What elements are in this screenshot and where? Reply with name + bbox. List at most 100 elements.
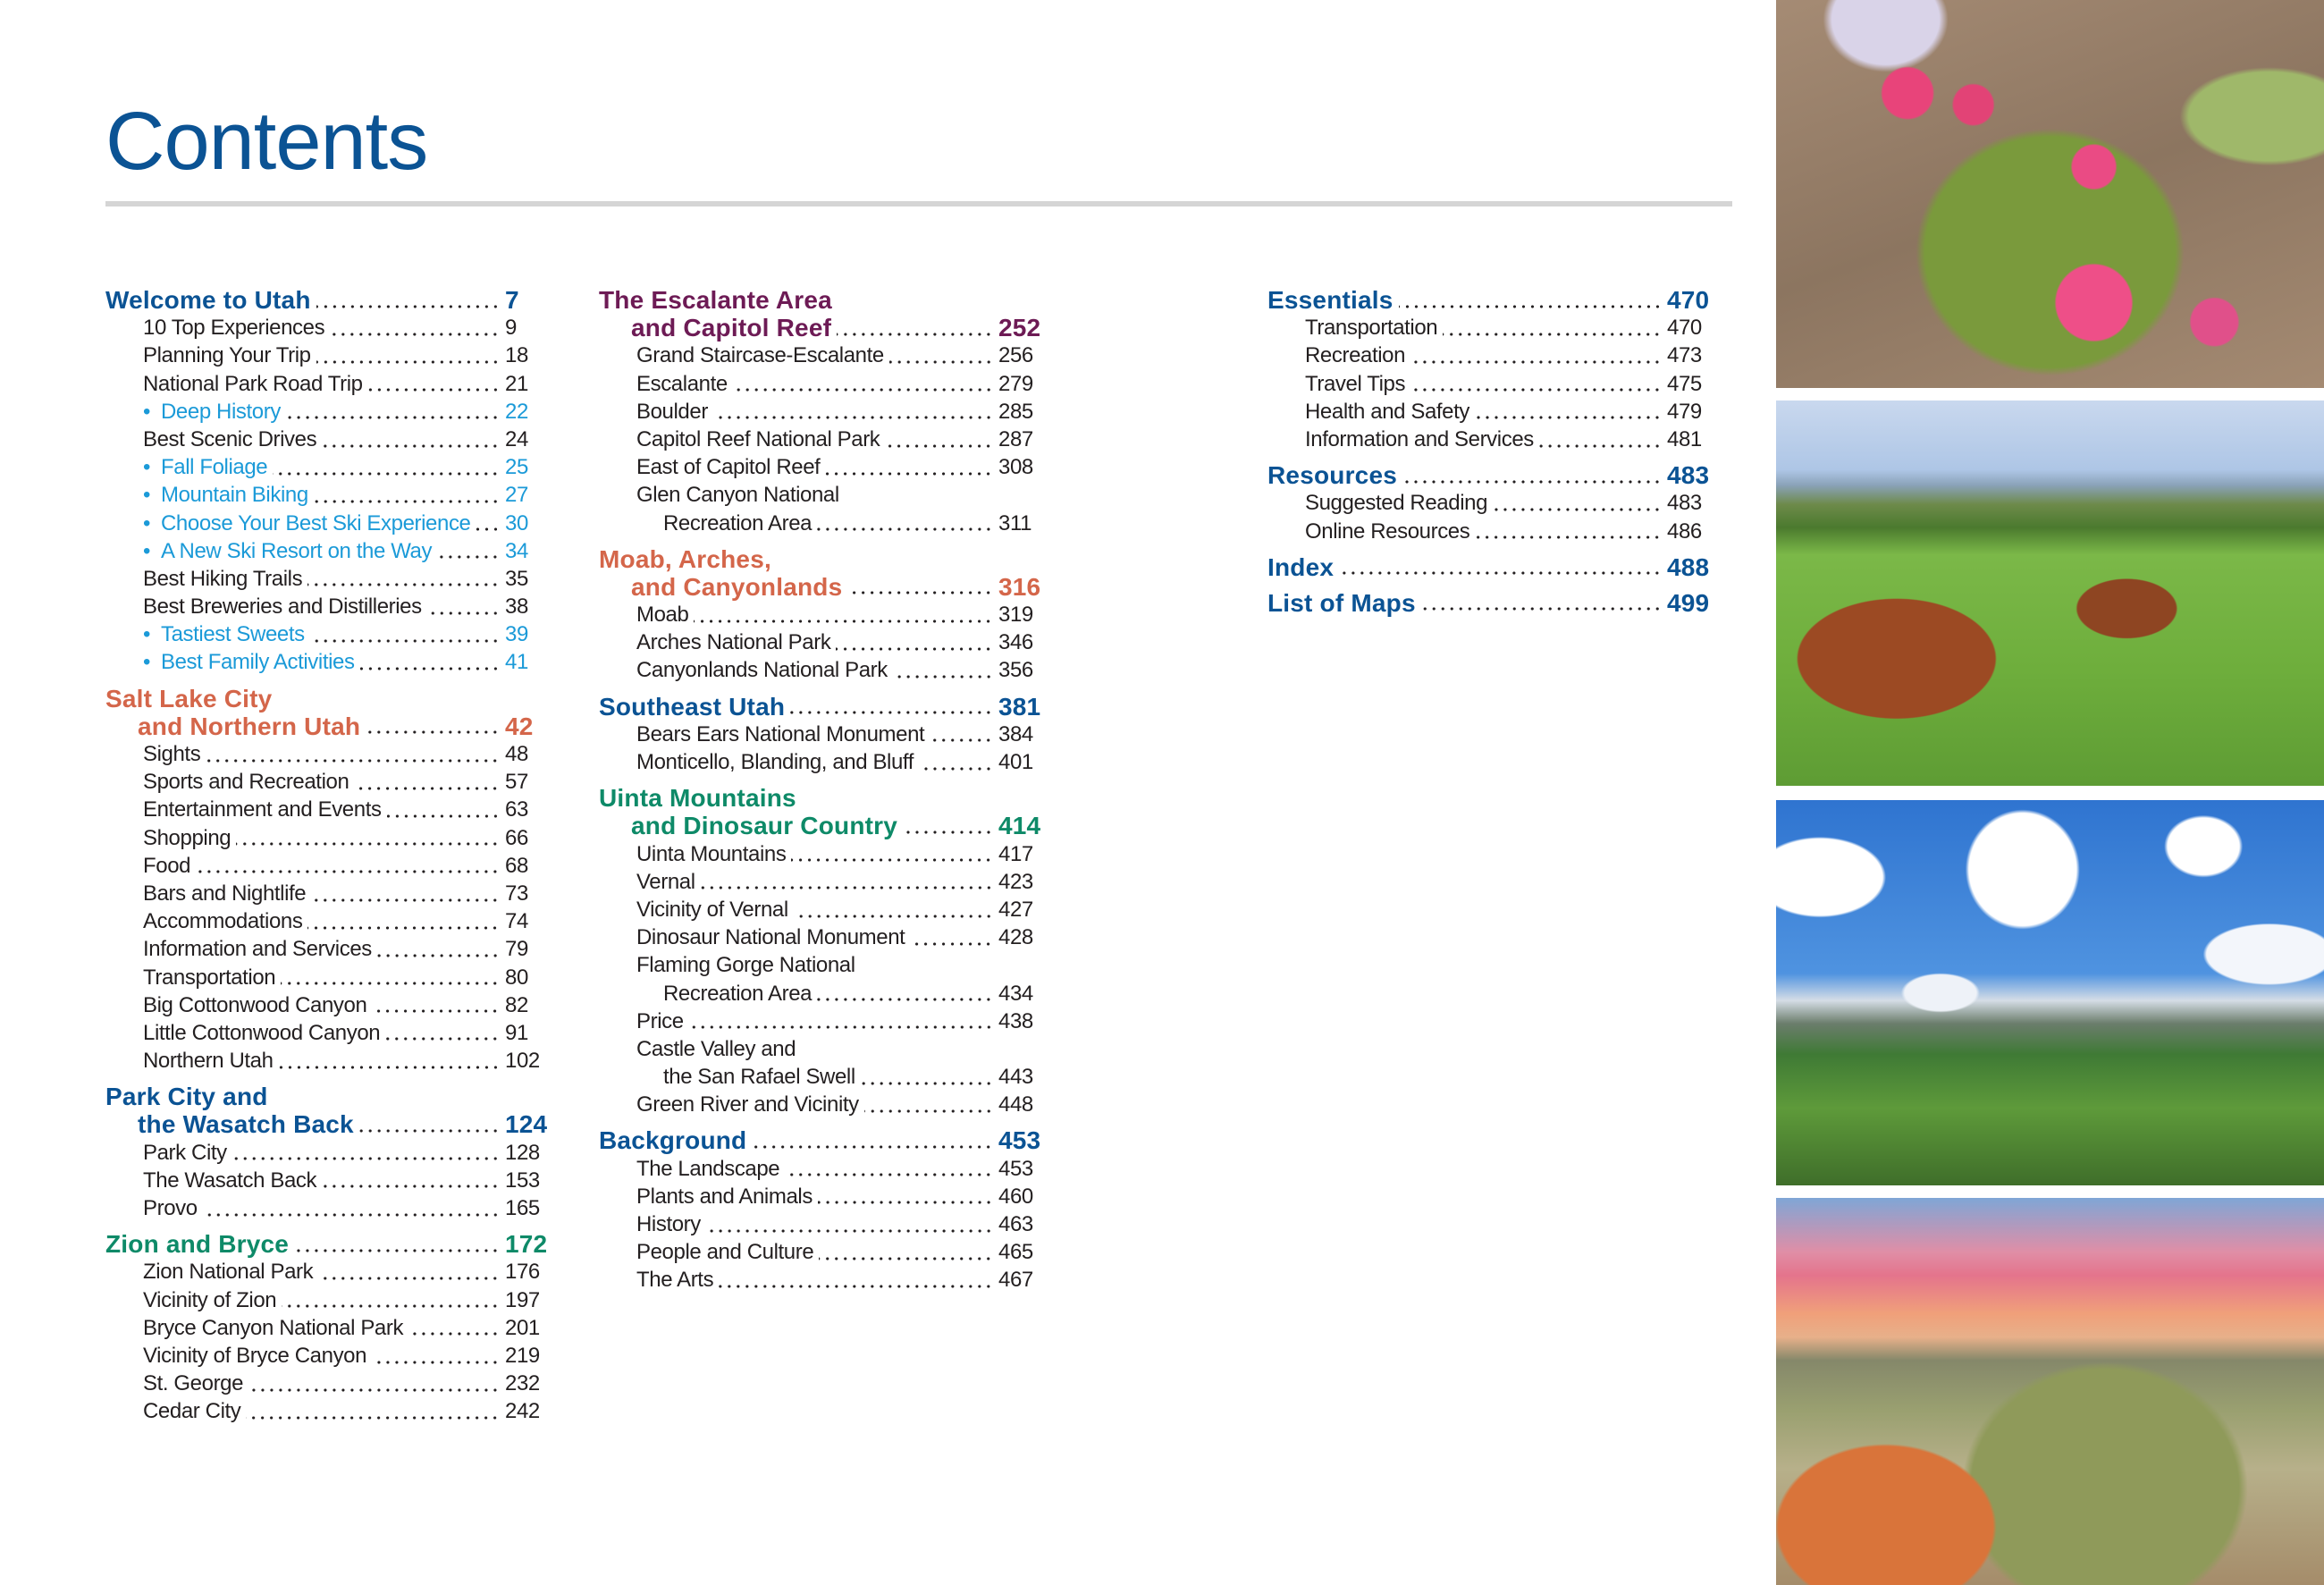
section-heading[interactable]: the Wasatch Back 124 — [105, 1110, 559, 1138]
toc-entry[interactable]: East of Capitol Reef 308 — [599, 453, 1052, 481]
toc-entry[interactable]: The Arts 467 — [599, 1266, 1052, 1294]
toc-entry-continuation[interactable]: Recreation Area 434 — [599, 980, 1052, 1007]
toc-entry[interactable]: Castle Valley and — [599, 1035, 1052, 1063]
toc-entry[interactable]: Grand Staircase-Escalante 256 — [599, 341, 1052, 369]
toc-entry[interactable]: Vicinity of Bryce Canyon 219 — [105, 1342, 559, 1370]
toc-entry[interactable]: National Park Road Trip 21 — [105, 370, 559, 398]
section-heading[interactable]: Southeast Utah 381 — [599, 693, 1052, 721]
page-number: 128 — [505, 1140, 540, 1165]
toc-entry[interactable]: • Best Family Activities 41 — [105, 648, 559, 676]
toc-entry[interactable]: People and Culture 465 — [599, 1238, 1052, 1266]
toc-entry[interactable]: Vicinity of Vernal 427 — [599, 896, 1052, 923]
section-heading[interactable]: Background 453 — [599, 1126, 1052, 1154]
toc-entry[interactable]: History 463 — [599, 1210, 1052, 1238]
toc-entry[interactable]: Plants and Animals 460 — [599, 1183, 1052, 1210]
toc-entry[interactable]: Shopping 66 — [105, 824, 559, 852]
section-heading[interactable]: Essentials 470 — [1267, 286, 1721, 314]
toc-entry-continuation[interactable]: Recreation Area 311 — [599, 510, 1052, 537]
toc-entry[interactable]: Northern Utah 102 — [105, 1047, 559, 1075]
section-heading[interactable]: List of Maps 499 — [1267, 589, 1721, 617]
toc-entry[interactable]: • A New Ski Resort on the Way 34 — [105, 537, 559, 565]
toc-entry[interactable]: Health and Safety 479 — [1267, 398, 1721, 426]
toc-entry[interactable]: Dinosaur National Monument 428 — [599, 923, 1052, 951]
toc-entry[interactable]: Capitol Reef National Park 287 — [599, 426, 1052, 453]
toc-entry[interactable]: Canyonlands National Park 356 — [599, 656, 1052, 684]
page-number: 35 — [505, 566, 528, 591]
section-heading[interactable]: and Northern Utah 42 — [105, 712, 559, 740]
page-number: 316 — [998, 572, 1041, 601]
page-number: 463 — [998, 1212, 1033, 1236]
toc-entry[interactable]: Zion National Park 176 — [105, 1258, 559, 1286]
toc-entry[interactable]: Park City 128 — [105, 1139, 559, 1167]
section-heading[interactable]: and Canyonlands 316 — [599, 573, 1052, 601]
section-heading[interactable]: Uinta Mountains — [599, 784, 1052, 812]
toc-entry[interactable]: Information and Services 481 — [1267, 426, 1721, 453]
toc-entry[interactable]: Cedar City 242 — [105, 1397, 559, 1425]
toc-entry[interactable]: Green River and Vicinity 448 — [599, 1091, 1052, 1118]
section-heading[interactable]: Index 488 — [1267, 553, 1721, 581]
toc-entry[interactable]: Online Resources 486 — [1267, 518, 1721, 545]
toc-entry[interactable]: Big Cottonwood Canyon 82 — [105, 991, 559, 1019]
toc-entry[interactable]: 10 Top Experiences 9 — [105, 314, 559, 341]
toc-entry[interactable]: Best Scenic Drives 24 — [105, 426, 559, 453]
toc-entry[interactable]: Transportation 80 — [105, 964, 559, 991]
section-heading[interactable]: Salt Lake City — [105, 685, 559, 712]
toc-entry[interactable]: Bars and Nightlife 73 — [105, 880, 559, 907]
toc-entry[interactable]: Moab 319 — [599, 601, 1052, 628]
page-number: 256 — [998, 343, 1033, 368]
toc-entry[interactable]: Sights 48 — [105, 740, 559, 768]
toc-entry[interactable]: The Landscape 453 — [599, 1155, 1052, 1183]
toc-entry[interactable]: Provo 165 — [105, 1194, 559, 1222]
section-heading[interactable]: and Capitol Reef 252 — [599, 314, 1052, 341]
toc-entry[interactable]: Uinta Mountains 417 — [599, 840, 1052, 868]
toc-entry[interactable]: Bryce Canyon National Park 201 — [105, 1314, 559, 1342]
section-heading[interactable]: Resources 483 — [1267, 461, 1721, 489]
dot-leader — [1475, 415, 1662, 421]
toc-entry[interactable]: Recreation 473 — [1267, 341, 1721, 369]
page-number: 470 — [1667, 286, 1710, 314]
toc-entry[interactable]: Entertainment and Events 63 — [105, 796, 559, 823]
section-heading[interactable]: Zion and Bryce 172 — [105, 1230, 559, 1258]
section-heading[interactable]: Welcome to Utah 7 — [105, 286, 559, 314]
entry-label: Resources — [1267, 461, 1397, 490]
toc-entry[interactable]: Sports and Recreation 57 — [105, 768, 559, 796]
toc-entry[interactable]: Glen Canyon National — [599, 481, 1052, 509]
toc-entry[interactable]: Bears Ears National Monument 384 — [599, 721, 1052, 748]
toc-entry[interactable]: Boulder 285 — [599, 398, 1052, 426]
page-number: 384 — [998, 721, 1033, 746]
toc-entry[interactable]: Arches National Park 346 — [599, 628, 1052, 656]
toc-entry[interactable]: Planning Your Trip 18 — [105, 341, 559, 369]
section-heading[interactable]: Moab, Arches, — [599, 545, 1052, 573]
toc-entry[interactable]: Escalante 279 — [599, 370, 1052, 398]
toc-entry[interactable]: Little Cottonwood Canyon 91 — [105, 1019, 559, 1047]
toc-entry[interactable]: Suggested Reading 483 — [1267, 489, 1721, 517]
toc-entry[interactable]: Price 438 — [599, 1007, 1052, 1035]
toc-entry-continuation[interactable]: the San Rafael Swell 443 — [599, 1063, 1052, 1091]
toc-entry[interactable]: Flaming Gorge National — [599, 951, 1052, 979]
toc-entry[interactable]: • Choose Your Best Ski Experience 30 — [105, 510, 559, 537]
toc-entry[interactable]: Vicinity of Zion 197 — [105, 1286, 559, 1314]
toc-entry[interactable]: Transportation 470 — [1267, 314, 1721, 341]
toc-entry[interactable]: Vernal 423 — [599, 868, 1052, 896]
section-heading[interactable]: The Escalante Area — [599, 286, 1052, 314]
toc-entry[interactable]: • Mountain Biking 27 — [105, 481, 559, 509]
section-heading[interactable]: and Dinosaur Country 414 — [599, 812, 1052, 839]
section-heading[interactable]: Park City and — [105, 1083, 559, 1110]
dot-leader — [790, 710, 993, 716]
toc-entry[interactable]: Accommodations 74 — [105, 907, 559, 935]
toc-entry[interactable]: Monticello, Blanding, and Bluff 401 — [599, 748, 1052, 776]
toc-entry[interactable]: Information and Services 79 — [105, 935, 559, 963]
entry-label: Best Scenic Drives — [143, 426, 317, 451]
toc-entry[interactable]: Best Hiking Trails 35 — [105, 565, 559, 593]
entry-label: Transportation — [143, 965, 276, 990]
toc-entry[interactable]: • Deep History 22 — [105, 398, 559, 426]
toc-entry[interactable]: • Fall Foliage 25 — [105, 453, 559, 481]
toc-entry[interactable]: Food 68 — [105, 852, 559, 880]
entry-label: Provo — [143, 1196, 198, 1220]
toc-entry[interactable]: • Tastiest Sweets 39 — [105, 620, 559, 648]
toc-entry[interactable]: The Wasatch Back 153 — [105, 1167, 559, 1194]
dot-leader — [892, 674, 993, 680]
toc-entry[interactable]: St. George 232 — [105, 1370, 559, 1397]
toc-entry[interactable]: Travel Tips 475 — [1267, 370, 1721, 398]
toc-entry[interactable]: Best Breweries and Distilleries 38 — [105, 593, 559, 620]
